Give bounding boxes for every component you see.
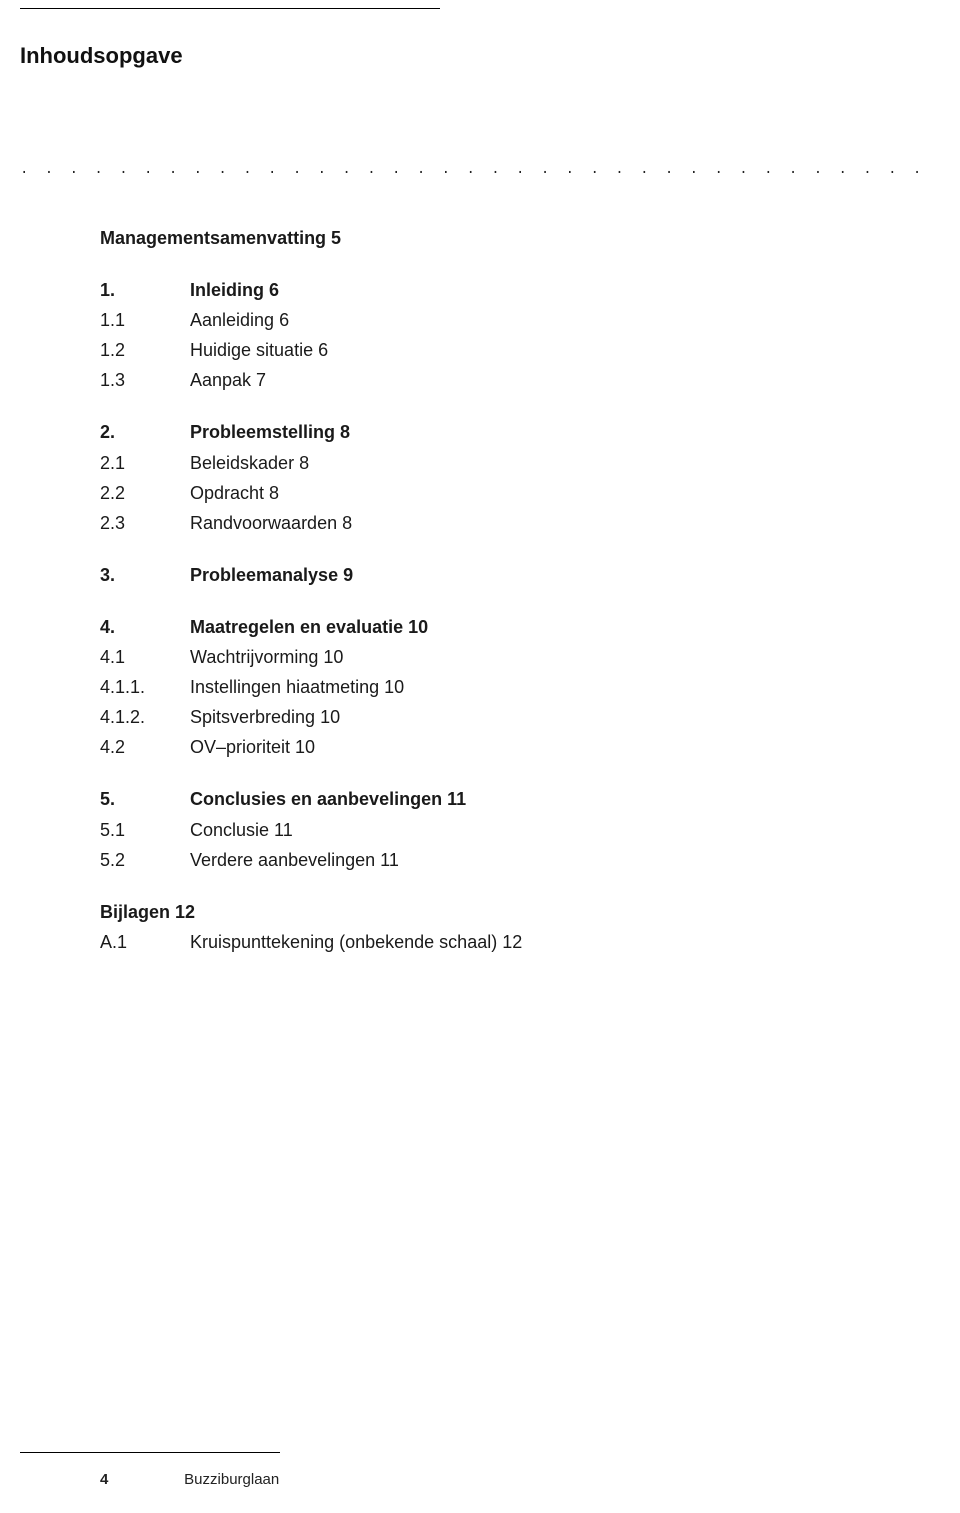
toc-num: 5.2	[100, 847, 190, 873]
toc-row: 1.3 Aanpak 7	[100, 367, 860, 393]
toc-appendix: Bijlagen 12 A.1 Kruispunttekening (onbek…	[100, 899, 860, 955]
toc-label: Opdracht 8	[190, 480, 860, 506]
toc-num: 1.	[100, 277, 190, 303]
toc-num: 3.	[100, 562, 190, 588]
toc-num: 4.1	[100, 644, 190, 670]
toc-label: Conclusies en aanbevelingen 11	[190, 786, 860, 812]
page-title: Inhoudsopgave	[20, 40, 183, 72]
footer-rule	[20, 1452, 280, 1453]
toc-summary-label: Managementsamenvatting 5	[100, 228, 341, 248]
toc-num: 4.	[100, 614, 190, 640]
toc-label: Instellingen hiaatmeting 10	[190, 674, 860, 700]
toc-label: Maatregelen en evaluatie 10	[190, 614, 860, 640]
toc-label: Wachtrijvorming 10	[190, 644, 860, 670]
toc-num: 2.3	[100, 510, 190, 536]
toc-label: Inleiding 6	[190, 277, 860, 303]
toc-num: 5.	[100, 786, 190, 812]
toc-label: Kruispunttekening (onbekende schaal) 12	[190, 929, 860, 955]
toc-label: Randvoorwaarden 8	[190, 510, 860, 536]
toc-section-3: 3. Probleemanalyse 9	[100, 562, 860, 588]
toc-label: Bijlagen 12	[100, 899, 860, 925]
page-footer: 4 Buzziburglaan	[100, 1469, 279, 1491]
toc-row: 5.1 Conclusie 11	[100, 817, 860, 843]
toc-section-4: 4. Maatregelen en evaluatie 10 4.1 Wacht…	[100, 614, 860, 760]
toc-heading-row: 3. Probleemanalyse 9	[100, 562, 860, 588]
toc-num: 1.1	[100, 307, 190, 333]
toc-num: 4.2	[100, 734, 190, 760]
table-of-contents: Managementsamenvatting 5 1. Inleiding 6 …	[100, 225, 860, 981]
toc-label: Beleidskader 8	[190, 450, 860, 476]
toc-appendix-heading: Bijlagen 12	[100, 899, 860, 925]
toc-heading-row: 2. Probleemstelling 8	[100, 419, 860, 445]
toc-label: OV–prioriteit 10	[190, 734, 860, 760]
toc-num: 4.1.1.	[100, 674, 190, 700]
toc-row: 2.1 Beleidskader 8	[100, 450, 860, 476]
toc-num: 2.1	[100, 450, 190, 476]
toc-label: Probleemstelling 8	[190, 419, 860, 445]
toc-num: 2.2	[100, 480, 190, 506]
toc-row: A.1 Kruispunttekening (onbekende schaal)…	[100, 929, 860, 955]
dotted-divider: . . . . . . . . . . . . . . . . . . . . …	[20, 160, 940, 180]
toc-label: Huidige situatie 6	[190, 337, 860, 363]
toc-row: 1.1 Aanleiding 6	[100, 307, 860, 333]
toc-label: Verdere aanbevelingen 11	[190, 847, 860, 873]
toc-label: Spitsverbreding 10	[190, 704, 860, 730]
footer-page-number: 4	[100, 1469, 180, 1491]
toc-num: 2.	[100, 419, 190, 445]
footer-doc-title: Buzziburglaan	[184, 1471, 279, 1488]
document-page: Inhoudsopgave . . . . . . . . . . . . . …	[0, 0, 960, 1513]
toc-section-5: 5. Conclusies en aanbevelingen 11 5.1 Co…	[100, 786, 860, 872]
toc-num: A.1	[100, 929, 190, 955]
toc-heading-row: 1. Inleiding 6	[100, 277, 860, 303]
toc-row: 2.2 Opdracht 8	[100, 480, 860, 506]
toc-label: Conclusie 11	[190, 817, 860, 843]
toc-label: Aanpak 7	[190, 367, 860, 393]
toc-num: 1.2	[100, 337, 190, 363]
toc-row: 4.1.1. Instellingen hiaatmeting 10	[100, 674, 860, 700]
toc-row: 4.1.2. Spitsverbreding 10	[100, 704, 860, 730]
toc-heading-row: 4. Maatregelen en evaluatie 10	[100, 614, 860, 640]
toc-num: 1.3	[100, 367, 190, 393]
header-rule	[20, 8, 440, 9]
toc-section-1: 1. Inleiding 6 1.1 Aanleiding 6 1.2 Huid…	[100, 277, 860, 393]
toc-row: 5.2 Verdere aanbevelingen 11	[100, 847, 860, 873]
toc-section-2: 2. Probleemstelling 8 2.1 Beleidskader 8…	[100, 419, 860, 535]
toc-label: Aanleiding 6	[190, 307, 860, 333]
toc-row: 2.3 Randvoorwaarden 8	[100, 510, 860, 536]
toc-num: 4.1.2.	[100, 704, 190, 730]
toc-heading-row: 5. Conclusies en aanbevelingen 11	[100, 786, 860, 812]
toc-row: 4.1 Wachtrijvorming 10	[100, 644, 860, 670]
toc-row: 1.2 Huidige situatie 6	[100, 337, 860, 363]
toc-summary: Managementsamenvatting 5	[100, 225, 860, 251]
toc-label: Probleemanalyse 9	[190, 562, 860, 588]
toc-num: 5.1	[100, 817, 190, 843]
toc-row: 4.2 OV–prioriteit 10	[100, 734, 860, 760]
